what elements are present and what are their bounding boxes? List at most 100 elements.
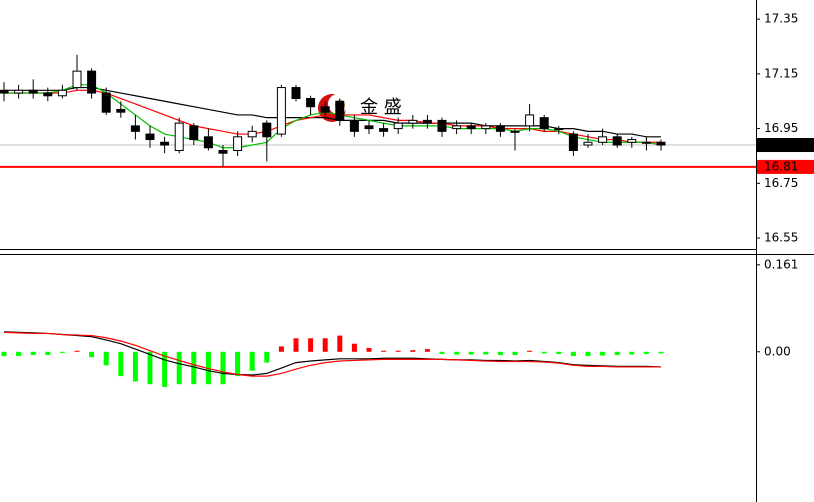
histogram-bar xyxy=(162,351,168,387)
histogram-bar xyxy=(1,351,7,357)
histogram-bar xyxy=(643,351,649,354)
histogram-bar xyxy=(337,335,343,352)
candle-body xyxy=(174,122,184,151)
candle-body xyxy=(145,133,155,141)
y-tick-label: 16.55 xyxy=(764,231,798,245)
candle-body xyxy=(233,136,243,151)
current-price-label: 16.89 xyxy=(764,138,798,152)
candle-body xyxy=(495,125,505,132)
candle-body xyxy=(627,139,637,143)
y-tick-label: 17.35 xyxy=(764,12,798,26)
candle-body xyxy=(583,141,593,146)
candle-body xyxy=(247,130,257,138)
histogram-bar xyxy=(264,351,270,363)
candle-body xyxy=(598,136,608,143)
indicator-line xyxy=(4,84,662,149)
histogram-bar xyxy=(454,351,460,355)
histogram-bar xyxy=(118,351,124,377)
histogram-bar xyxy=(527,350,533,352)
histogram-bar xyxy=(59,351,65,353)
histogram-bar xyxy=(30,351,36,356)
y-tick-label: 0.00 xyxy=(764,344,791,358)
indicator-line xyxy=(4,86,661,138)
histogram-bar xyxy=(103,351,109,366)
candle-body xyxy=(437,119,447,132)
candle-body xyxy=(568,133,578,151)
histogram-bar xyxy=(351,343,357,352)
candle-body xyxy=(393,122,403,130)
candle-body xyxy=(189,125,199,141)
histogram-bar xyxy=(541,351,547,354)
histogram-bar xyxy=(439,351,445,354)
candle-body xyxy=(218,149,228,154)
histogram-bar xyxy=(366,348,372,352)
histogram-bar xyxy=(220,351,226,385)
candle-body xyxy=(28,89,38,94)
histogram-bar xyxy=(381,350,387,352)
candle-body xyxy=(14,89,24,94)
histogram-bar xyxy=(556,351,562,354)
histogram-bar xyxy=(658,351,664,354)
candle-body xyxy=(379,128,389,132)
histogram-bar xyxy=(322,338,328,352)
candle-body xyxy=(335,100,345,121)
candle-body xyxy=(554,128,564,131)
candle-body xyxy=(422,119,432,124)
level-box xyxy=(757,159,814,174)
histogram-bar xyxy=(235,351,241,377)
histogram-bar xyxy=(395,350,401,352)
candle-body xyxy=(203,136,213,149)
histogram-bar xyxy=(176,351,182,385)
histogram-bar xyxy=(410,350,416,352)
histogram-bar xyxy=(132,351,138,382)
histogram-bar xyxy=(89,351,95,358)
histogram-bar xyxy=(308,338,314,352)
histogram-bar xyxy=(585,351,591,357)
histogram-bar xyxy=(512,351,518,356)
candle-body xyxy=(0,89,9,94)
watermark: 金 盛 xyxy=(360,97,402,118)
histogram-bar xyxy=(600,351,606,356)
candle-body xyxy=(320,106,330,113)
y-tick-label: 0.161 xyxy=(764,257,798,271)
histogram-bar xyxy=(147,351,153,385)
candle-body xyxy=(481,125,491,130)
candle-body xyxy=(101,92,111,113)
candle-body xyxy=(349,119,359,132)
candle-body xyxy=(306,98,316,108)
histogram-bar xyxy=(16,351,22,357)
histogram-bar xyxy=(191,351,197,385)
candle-body xyxy=(452,125,462,130)
candle-body xyxy=(262,122,272,138)
indicator-line xyxy=(3,331,661,377)
candle-body xyxy=(72,70,82,89)
indicator-line xyxy=(4,89,661,143)
histogram-bar xyxy=(293,338,299,352)
level-label: 16.81 xyxy=(764,159,798,173)
histogram-bar xyxy=(249,351,255,371)
candle-body xyxy=(130,125,140,132)
candle-body xyxy=(408,119,418,124)
histogram-bar xyxy=(570,351,576,357)
histogram-bar xyxy=(614,351,620,356)
candle-body xyxy=(276,87,286,135)
histogram-bar xyxy=(629,351,635,355)
candle-body xyxy=(612,136,622,146)
y-tick-label: 17.15 xyxy=(764,66,798,80)
y-tick-label: 16.75 xyxy=(764,176,798,190)
histogram-bar xyxy=(424,349,430,352)
histogram-bar xyxy=(45,351,51,356)
candle-body xyxy=(656,141,666,146)
candle-body xyxy=(160,141,170,146)
candle-body xyxy=(510,130,520,133)
candle-body xyxy=(116,108,126,113)
histogram-bar xyxy=(278,346,284,352)
candle-body xyxy=(43,92,53,97)
candle-body xyxy=(57,89,67,97)
histogram-bar xyxy=(468,351,474,355)
candle-body xyxy=(539,117,549,130)
candle-body xyxy=(641,141,651,144)
y-tick-label: 16.95 xyxy=(764,121,798,135)
